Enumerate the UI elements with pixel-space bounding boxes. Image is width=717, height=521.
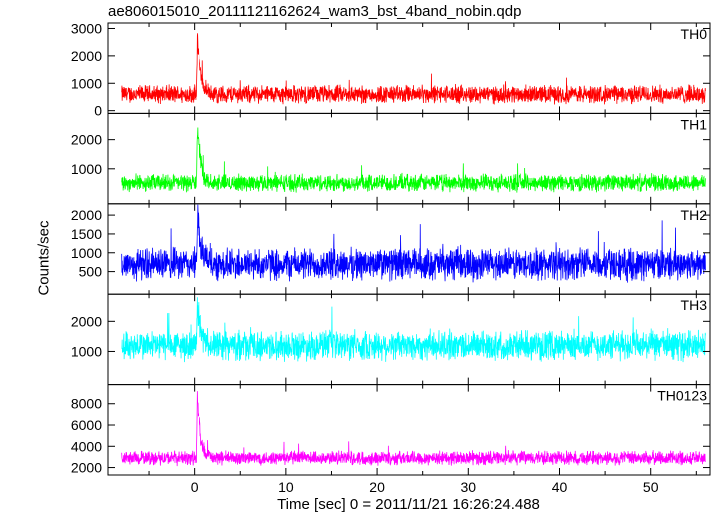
x-tick-label: 30 — [460, 479, 476, 495]
x-tick-label: 0 — [191, 479, 199, 495]
y-tick-label: 1000 — [71, 75, 102, 91]
y-tick-label: 2000 — [71, 207, 102, 223]
y-tick-label: 2000 — [71, 460, 102, 476]
series-line-th3 — [121, 297, 706, 363]
y-tick-label: 2000 — [71, 48, 102, 64]
y-tick-label: 3000 — [71, 20, 102, 36]
y-tick-label: 8000 — [71, 396, 102, 412]
y-tick-label: 2000 — [71, 313, 102, 329]
y-axis-label: Counts/sec — [35, 220, 53, 296]
y-tick-label: 500 — [79, 264, 103, 280]
x-axis-label: Time [sec] 0 = 2011/11/21 16:26:24.488 — [277, 496, 540, 513]
panel-label: TH3 — [681, 297, 708, 313]
y-tick-label: 1000 — [71, 161, 102, 177]
panel-th0: 0 1000 2000 3000 TH0 — [71, 20, 711, 119]
panel-th0123: 2000 4000 6000 8000 TH0123 — [71, 384, 711, 476]
y-tick-label: 1000 — [71, 245, 102, 261]
series-line-th0 — [121, 33, 706, 105]
panel-th1: 1000 2000 TH1 — [71, 112, 711, 205]
y-tick-label: 2000 — [71, 132, 102, 148]
x-tick-label: 40 — [552, 479, 568, 495]
y-tick-label: 1000 — [71, 343, 102, 359]
series-line-th0123 — [121, 391, 706, 467]
x-tick-label: 50 — [643, 479, 659, 495]
panel-label: TH2 — [681, 207, 708, 223]
series-line-th2 — [121, 204, 706, 283]
x-tick-label: 10 — [278, 479, 294, 495]
y-tick-label: 1500 — [71, 226, 102, 242]
panel-th3: 1000 2000 TH3 — [71, 293, 711, 386]
x-tick-label: 20 — [369, 479, 385, 495]
y-tick-label: 6000 — [71, 417, 102, 433]
panel-th2: 500 1000 1500 2000 TH2 — [71, 203, 711, 295]
panel-label: TH0 — [681, 26, 708, 42]
series-line-th1 — [121, 127, 706, 193]
panel-label: TH0123 — [657, 388, 707, 404]
chart-title: ae806015010_20111121162624_wam3_bst_4ban… — [108, 3, 522, 20]
y-tick-label: 4000 — [71, 438, 102, 454]
panel-frame — [107, 384, 711, 476]
panel-label: TH1 — [681, 116, 708, 132]
y-tick-label: 0 — [94, 103, 102, 119]
